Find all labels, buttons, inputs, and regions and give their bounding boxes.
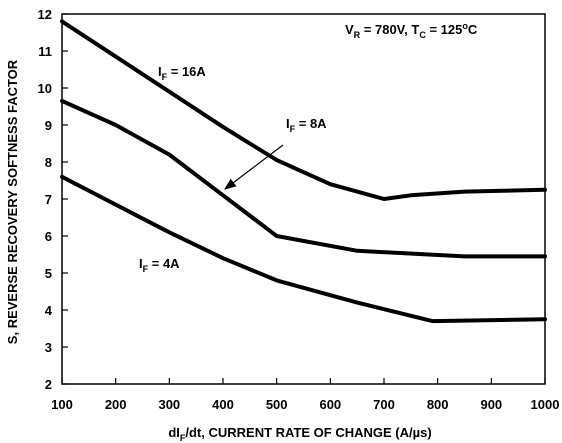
series-label-4a: IF = 4A	[139, 256, 180, 274]
x-tick-label: 1000	[531, 397, 560, 412]
series-line-4a	[60, 174, 547, 324]
plot-lines	[60, 19, 547, 324]
series-8a-pointer-arrow	[224, 144, 284, 190]
x-tick-label: 300	[158, 397, 180, 412]
x-tick-label: 500	[266, 397, 288, 412]
y-tick-label: 3	[45, 340, 52, 355]
y-tick-label: 7	[45, 192, 52, 207]
y-tick-label: 5	[45, 266, 52, 281]
series-line-16a	[60, 19, 547, 201]
series-label-16a: IF = 16A	[158, 64, 206, 82]
series-label-8a: IF = 8A	[286, 116, 327, 134]
y-axis-label: S, REVERSE RECOVERY SOFTNESS FACTOR	[5, 59, 20, 344]
x-axis-label: dIF/dt, CURRENT RATE OF CHANGE (A/µs)	[168, 425, 431, 443]
x-tick-label: 600	[319, 397, 341, 412]
x-tick-label: 900	[480, 397, 502, 412]
x-tick-label: 200	[105, 397, 127, 412]
x-tick-label: 700	[373, 397, 395, 412]
y-tick-label: 11	[38, 44, 52, 59]
axis-ticks: 100 200 300 400 500 600 700 800 900 1000 2 3 4 5 6 7 8 9 1…	[38, 7, 560, 412]
series-line-8a	[60, 98, 547, 259]
y-tick-label: 9	[45, 118, 52, 133]
x-tick-label: 100	[51, 397, 73, 412]
y-tick-label: 10	[38, 81, 52, 96]
y-tick-label: 8	[45, 155, 52, 170]
x-tick-label: 800	[427, 397, 449, 412]
y-tick-label: 12	[38, 7, 52, 22]
x-tick-label: 400	[212, 397, 234, 412]
y-tick-label: 4	[45, 303, 53, 318]
y-tick-label: 2	[45, 377, 52, 392]
condition-label: VR = 780V, TC = 125oC	[345, 21, 478, 40]
y-tick-label: 6	[45, 229, 52, 244]
